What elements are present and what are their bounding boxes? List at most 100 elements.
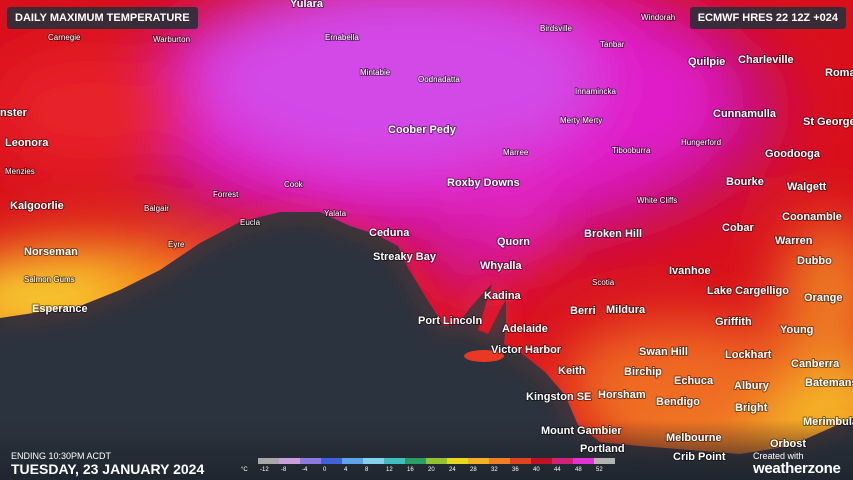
place-label: Menzies — [5, 167, 35, 176]
place-label: Ceduna — [369, 227, 410, 239]
legend-swatch — [300, 458, 321, 464]
place-label: Tanbar — [600, 40, 625, 49]
place-label: Birchip — [624, 366, 662, 378]
legend-tick-label: 44 — [554, 467, 561, 473]
legend-tick-label: 4 — [344, 467, 348, 473]
place-label: Marree — [503, 148, 529, 157]
place-label: Kadina — [484, 290, 522, 302]
place-label: Swan Hill — [639, 346, 688, 358]
place-label: Warren — [775, 235, 813, 247]
legend-swatch — [279, 458, 300, 464]
legend-swatch — [531, 458, 552, 464]
place-label: Ernabella — [325, 33, 359, 42]
legend-tick-label: -8 — [281, 467, 287, 473]
place-label: Batemans — [805, 377, 853, 389]
place-label: Coober Pedy — [388, 124, 457, 136]
place-label: Salmon Gums — [24, 275, 75, 284]
place-label: Crib Point — [673, 451, 726, 463]
place-label: Coonamble — [782, 211, 842, 223]
place-label: Albury — [734, 380, 770, 392]
place-label: Bendigo — [656, 396, 700, 408]
color-legend: °C -12 -8 -4 0 4 8 12 16 20 24 28 32 36 40 44 48 52 — [241, 458, 615, 473]
place-label: Walgett — [787, 181, 827, 193]
place-label: Quorn — [497, 236, 530, 248]
place-label: Dubbo — [797, 255, 832, 267]
place-label: White Cliffs — [637, 196, 677, 205]
map-title: DAILY MAXIMUM TEMPERATURE — [7, 7, 198, 29]
place-label: Port Lincoln — [418, 315, 482, 327]
legend-tick-label: 40 — [533, 467, 540, 473]
legend-swatch — [594, 458, 615, 464]
place-label: St George — [803, 116, 853, 128]
legend-swatch — [468, 458, 489, 464]
place-label: Tibooburra — [612, 146, 651, 155]
legend-tick-label: 12 — [386, 467, 393, 473]
legend-swatch — [510, 458, 531, 464]
ocean — [0, 210, 853, 480]
place-label: Mildura — [606, 304, 646, 316]
place-label: Esperance — [32, 303, 88, 315]
legend-swatch — [321, 458, 342, 464]
place-label: Keith — [558, 365, 586, 377]
legend-swatch — [384, 458, 405, 464]
legend-tick-label: 36 — [512, 467, 519, 473]
place-label: Oodnadatta — [418, 75, 460, 84]
place-label: Goodooga — [765, 148, 821, 160]
place-label: Eucla — [240, 218, 261, 227]
forecast-date: TUESDAY, 23 JANUARY 2024 — [11, 461, 205, 477]
legend-tick-label: 32 — [491, 467, 498, 473]
place-labels: Yulara Carnegie Warburton Ernabella Birdsvil… — [0, 0, 853, 464]
place-label: Canberra — [791, 358, 840, 370]
legend-swatch — [405, 458, 426, 464]
place-label: Bourke — [726, 176, 764, 188]
legend-swatch — [489, 458, 510, 464]
place-label: Mintabie — [360, 68, 391, 77]
legend-tick-label: 48 — [575, 467, 582, 473]
place-label: Scotia — [592, 278, 615, 287]
brand-logo: weatherzone — [753, 460, 841, 477]
place-label: Carnegie — [48, 33, 81, 42]
place-label: Eyre — [168, 240, 185, 249]
place-label: Kalgoorlie — [10, 200, 64, 212]
place-label: Roma — [825, 67, 853, 79]
place-label: Griffith — [715, 316, 752, 328]
place-label: Bright — [735, 402, 768, 414]
place-label: Innamincka — [575, 87, 616, 96]
legend-tick-label: -12 — [260, 467, 269, 473]
place-label: Lake Cargelligo — [707, 285, 789, 297]
place-label: Horsham — [598, 389, 646, 401]
place-label: Echuca — [674, 375, 714, 387]
legend-swatch — [552, 458, 573, 464]
place-label: Cunnamulla — [713, 108, 777, 120]
legend-tick-label: 0 — [323, 467, 327, 473]
place-label: Mount Gambier — [541, 425, 622, 437]
place-label: Kingston SE — [526, 391, 591, 403]
place-label: Broken Hill — [584, 228, 642, 240]
place-label: Cook — [284, 180, 304, 189]
place-label: Lockhart — [725, 349, 772, 361]
legend-tick-label: 28 — [470, 467, 477, 473]
place-label: Portland — [580, 443, 625, 455]
place-label: Melbourne — [666, 432, 722, 444]
place-label: Yulara — [290, 0, 324, 10]
place-label: Hungerford — [681, 138, 721, 147]
place-label: Cobar — [722, 222, 755, 234]
place-label: Orbost — [770, 438, 806, 450]
place-label: Norseman — [24, 246, 78, 258]
legend-tick-label: -4 — [302, 467, 308, 473]
place-label: Quilpie — [688, 56, 725, 68]
place-label: Streaky Bay — [373, 251, 437, 263]
model-label: ECMWF HRES 22 12Z +024 — [689, 7, 846, 29]
legend-tick-label: 52 — [596, 467, 603, 473]
place-label: Balgair — [144, 204, 169, 213]
legend-swatch — [573, 458, 594, 464]
place-label: Berri — [570, 305, 596, 317]
place-label: Orange — [804, 292, 843, 304]
legend-tick-label: 20 — [428, 467, 435, 473]
place-label: Whyalla — [480, 260, 522, 272]
legend-tick-label: 24 — [449, 467, 456, 473]
place-label: Merimbula — [803, 416, 853, 428]
